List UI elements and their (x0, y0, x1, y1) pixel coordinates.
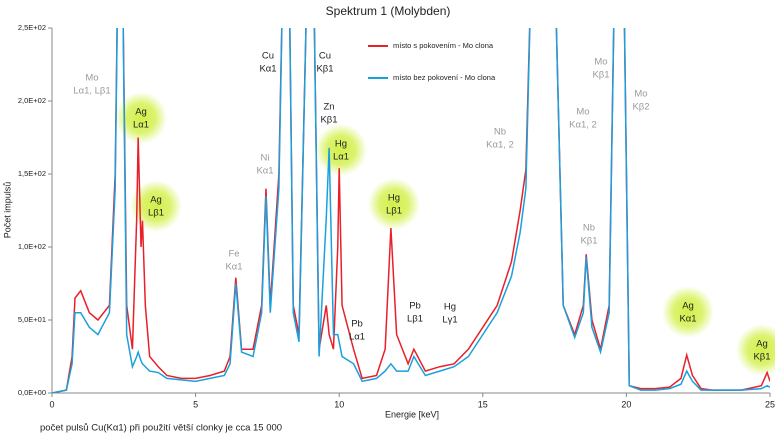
x-tick-label: 25 (765, 399, 775, 409)
peak-label: Mo (576, 107, 589, 118)
x-tick-label: 10 (334, 399, 344, 409)
peak-label: Zn (323, 102, 334, 113)
peak-label: Ag (756, 339, 768, 350)
peak-label: Cu (262, 51, 274, 62)
peak-label: Hg (335, 139, 347, 150)
peak-label: Kα1 (259, 64, 276, 75)
peak-label: Mo (634, 89, 647, 100)
plot-area (52, 28, 770, 393)
peak-label: Lα1, Lβ1 (73, 86, 110, 97)
peak-label: Kβ1 (320, 115, 337, 126)
peak-label: Hg (444, 302, 456, 313)
peak-label: Hg (388, 193, 400, 204)
peak-label: Lβ1 (407, 314, 423, 325)
peak-label: Kα1, 2 (486, 140, 514, 151)
y-axis-label: Počet impulsů (2, 182, 12, 239)
peak-label: Kα1, 2 (569, 120, 597, 131)
peak-label: Mo (85, 73, 98, 84)
peak-label: Ag (682, 301, 694, 312)
peak-label: Kα1 (256, 166, 273, 177)
peak-label: Lγ1 (442, 315, 457, 326)
peak-label: Ag (150, 195, 162, 206)
peak-label: Lα1 (133, 120, 149, 131)
peak-label: Ni (261, 153, 270, 164)
peak-label: Lα1 (333, 152, 349, 163)
y-tick-label: 0,0E+00 (18, 388, 46, 397)
legend-label: místo bez pokovení - Mo clona (393, 73, 496, 82)
highlight-glow (130, 180, 182, 232)
y-tick-label: 1,5E+02 (18, 169, 46, 178)
x-axis-label: Energie [keV] (385, 409, 439, 419)
y-tick-label: 2,5E+02 (18, 23, 46, 32)
highlight-glow (736, 324, 775, 376)
peak-label: Nb (494, 127, 506, 138)
peak-label: Nb (583, 223, 595, 234)
peak-label: Kβ1 (592, 70, 609, 81)
peak-label: Kα1 (679, 314, 696, 325)
peak-label: Kβ2 (632, 102, 649, 113)
footnote: počet pulsů Cu(Kα1) při použití větší cl… (40, 423, 282, 434)
y-tick-label: 2,0E+02 (18, 96, 46, 105)
peak-label: Ag (135, 107, 147, 118)
x-tick-label: 5 (193, 399, 198, 409)
peak-label: Pb (409, 301, 421, 312)
x-tick-label: 0 (49, 399, 54, 409)
peak-label: Kβ1 (580, 236, 597, 247)
series-line (52, 28, 770, 393)
highlight-glow (368, 178, 420, 230)
y-tick-label: 1,0E+02 (18, 242, 46, 251)
highlight-glow (315, 124, 367, 176)
peak-label: Kβ1 (316, 64, 333, 75)
peak-label: Pb (351, 319, 363, 330)
peak-label: Kα1 (225, 262, 242, 273)
y-tick-label: 5,0E+01 (18, 315, 46, 324)
peak-label: Cu (319, 51, 331, 62)
x-tick-label: 15 (478, 399, 488, 409)
peak-label: Lα1 (349, 332, 365, 343)
chart-title: Spektrum 1 (Molybden) (326, 4, 451, 18)
legend-label: místo s pokovením - Mo clona (393, 41, 494, 50)
highlight-glow (115, 92, 167, 144)
x-tick-label: 20 (621, 399, 631, 409)
peak-label: Fe (228, 249, 239, 260)
peak-label: Kβ1 (753, 352, 770, 363)
peak-label: Lβ1 (386, 206, 402, 217)
highlight-glow (662, 286, 714, 338)
peak-label: Lβ1 (148, 208, 164, 219)
peak-label: Mo (594, 57, 607, 68)
